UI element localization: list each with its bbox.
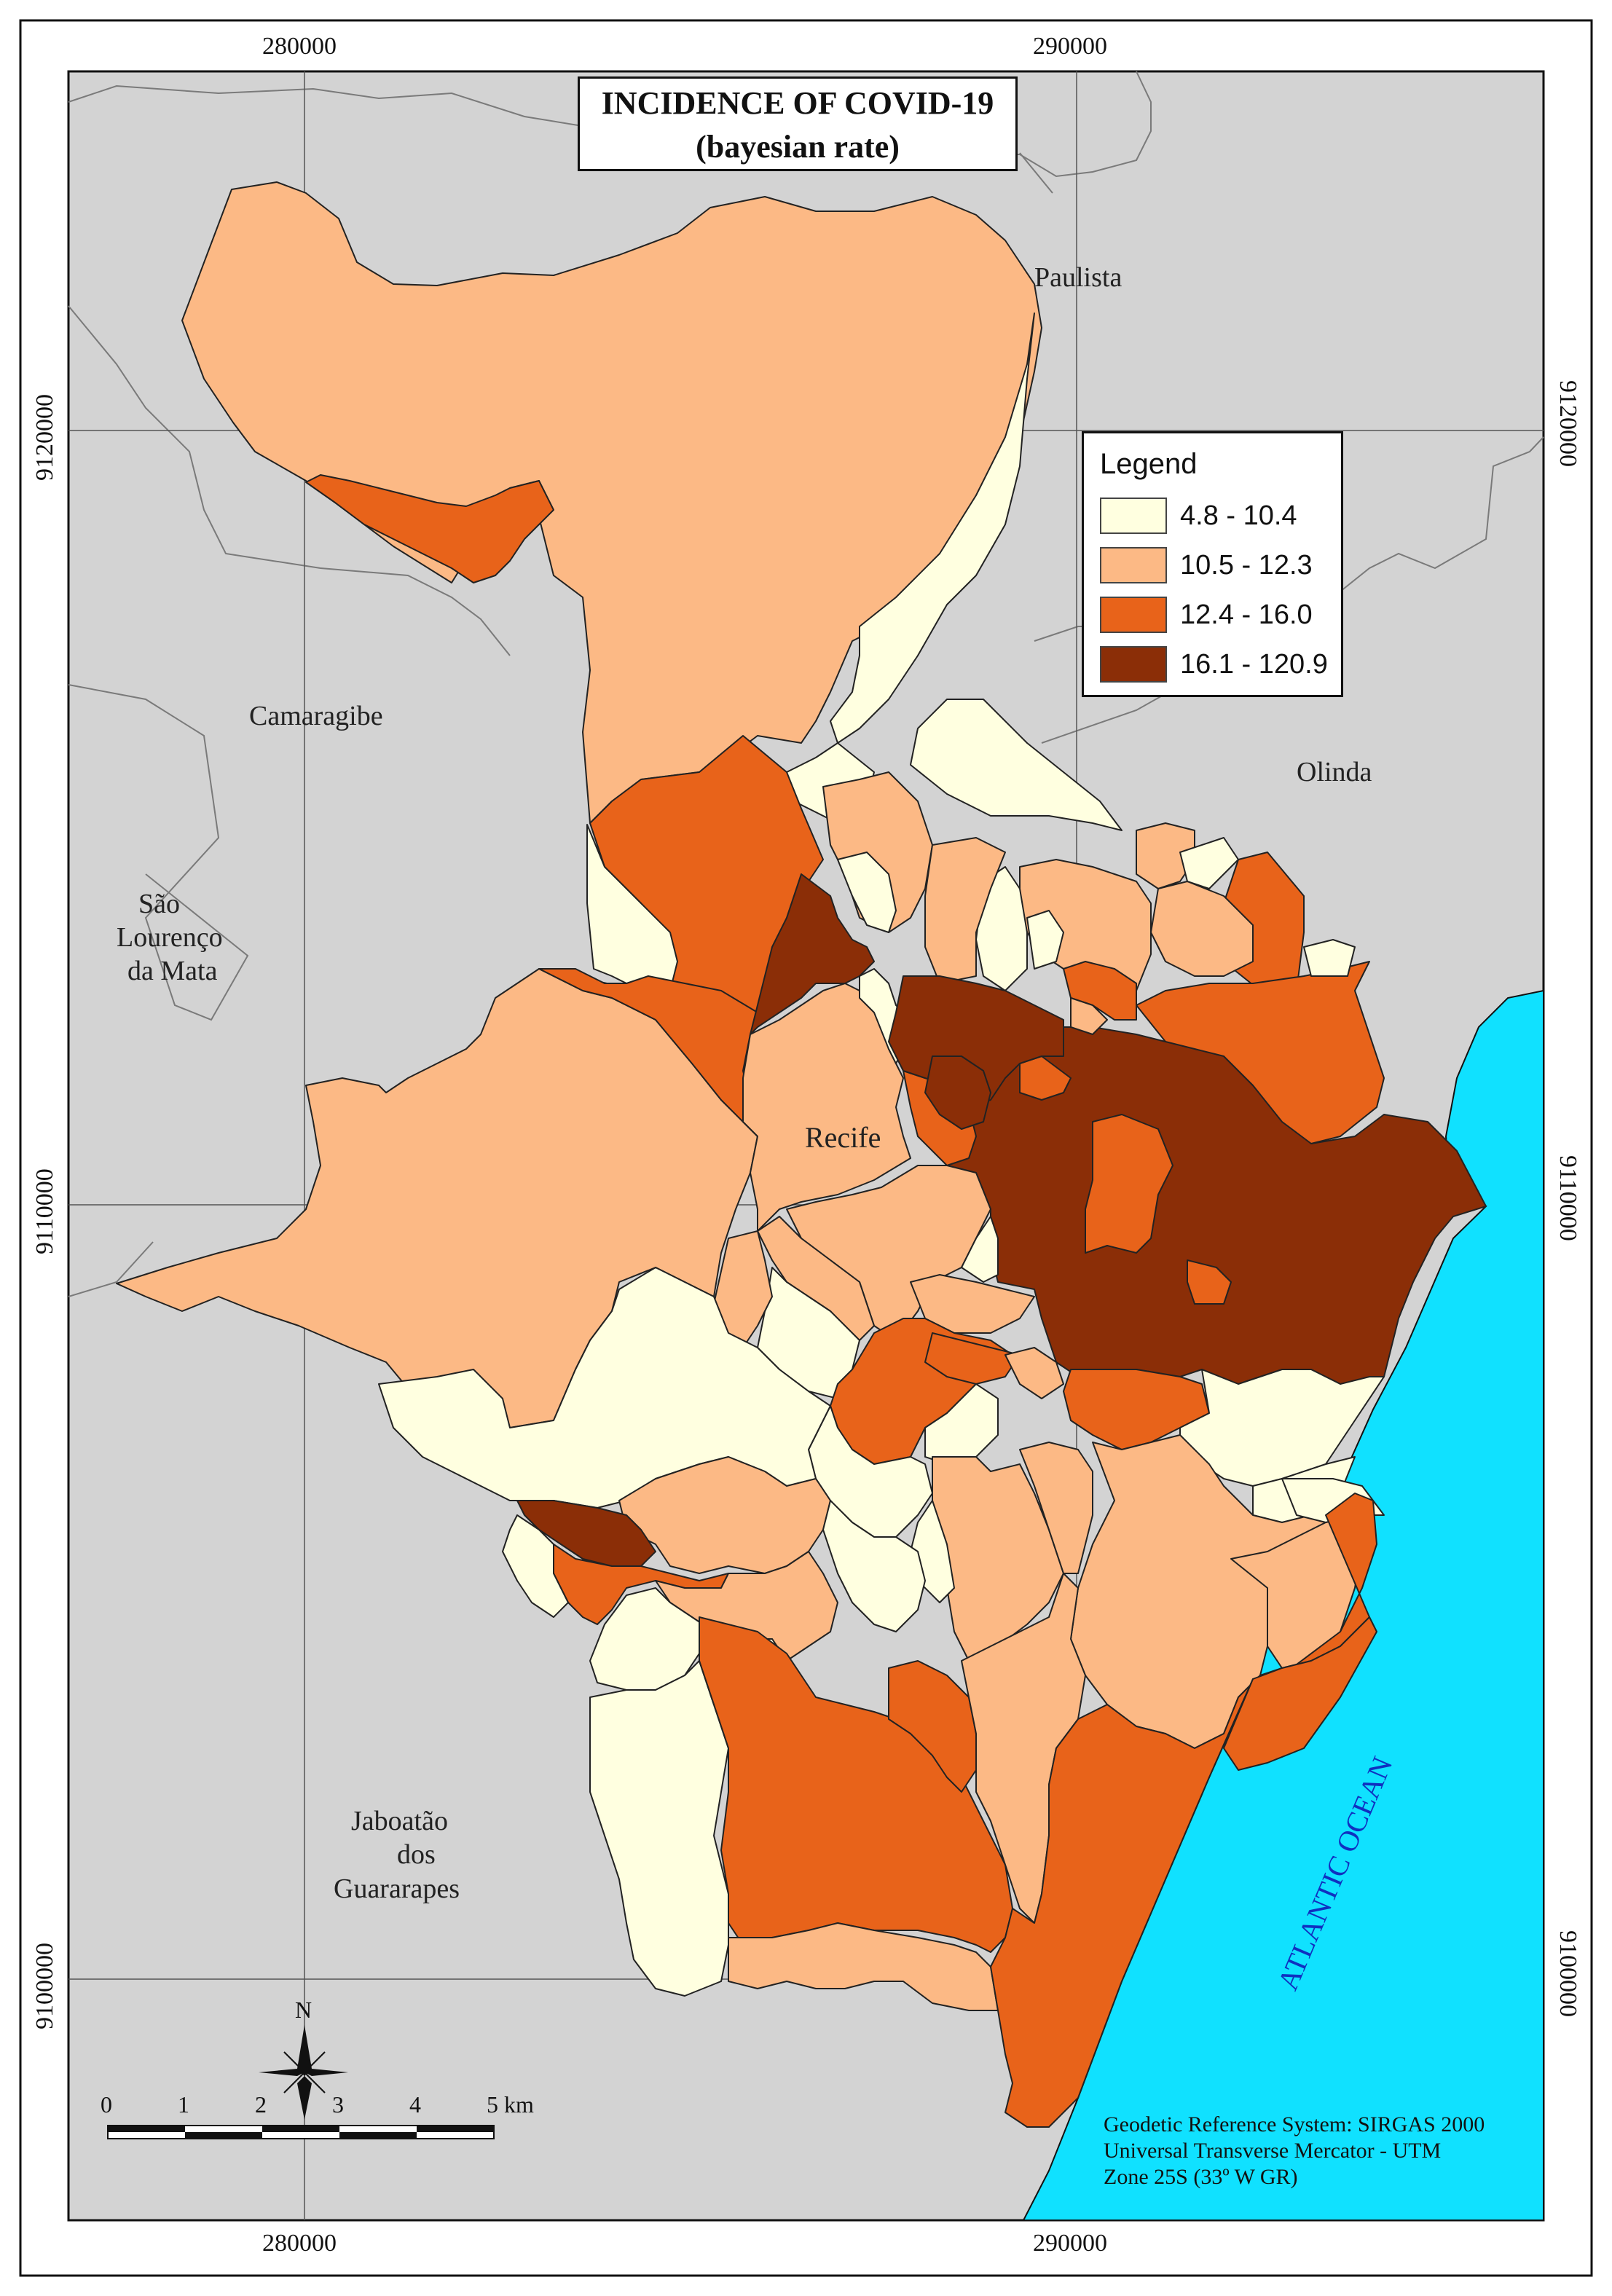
coord-bottom-290000: 290000 [1033,2230,1107,2257]
region-n-core-12 [1070,997,1108,1035]
region-se-coastal-orange-2 [1223,1616,1377,1771]
region-sc-8 [924,1332,1021,1385]
legend-swatch-3 [1100,597,1167,633]
region-se-class2-b [1230,1514,1363,1669]
map-title-line1: INCIDENCE OF COVID-19 [601,85,994,121]
scale-tick-3: 3 [332,2091,344,2118]
region-midwest-orange [538,968,758,1137]
north-arrow-needle-w [259,2069,304,2076]
region-n-core-10 [924,837,1006,984]
scale-tick-5: 5 km [487,2091,534,2118]
north-arrow: N [259,1997,348,2120]
region-central-dark-1 [750,873,875,1035]
legend-label-1: 4.8 - 10.4 [1180,500,1297,531]
region-core-dark-2 [924,1055,991,1130]
legend-swatch-4 [1100,646,1167,683]
region-n-core-7 [1026,910,1064,970]
region-se-orange [1063,1369,1210,1450]
region-s-class2-bottom [728,1922,999,2011]
region-core-orange-1 [1085,1114,1173,1254]
north-arrow-needle-n [297,2025,312,2076]
label-sao-lourenco-1: São [138,889,180,919]
label-jaboatao-3: Guararapes [334,1874,460,1904]
north-arrow-needle-e [304,2069,348,2076]
region-n-core-3 [1150,881,1254,977]
reference-line-3: Zone 25S (33º W GR) [1104,2165,1298,2189]
map-title: INCIDENCE OF COVID-19 (bayesian rate) [578,76,1018,171]
region-s-orange-2 [888,1660,977,1793]
region-n-core-6 [975,866,1028,991]
region-lc-yellow-2 [822,1500,926,1632]
region-sc-9 [1004,1347,1064,1399]
legend-label-4: 16.1 - 120.9 [1180,649,1328,680]
legend-label-3: 12.4 - 16.0 [1180,599,1313,630]
label-jaboatao-2: dos [397,1839,436,1870]
region-lc-class2 [618,1456,831,1574]
region-central-recife [742,983,911,1232]
region-n-core-4 [1179,837,1239,889]
region-s-big-orange [699,1616,1013,1953]
coord-left-9110000: 9110000 [31,1168,58,1254]
north-arrow-needle-s [297,2076,312,2120]
neighbourhood-polygons [116,181,1487,2128]
legend-swatch-2 [1100,547,1167,583]
region-north-orange [305,474,554,583]
coord-left-9100000: 9100000 [31,1943,58,2029]
label-jaboatao-1: Jaboatão [351,1806,448,1836]
north-arrow-label: N [295,1997,312,2023]
region-s-4 [1019,1442,1093,1574]
coord-top-290000: 290000 [1033,33,1107,60]
coord-left-9120000: 9120000 [31,394,58,481]
reference-line-2: Universal Transverse Mercator - UTM [1104,2139,1441,2163]
label-recife: Recife [805,1121,881,1154]
region-northeast-2 [910,699,1122,831]
coord-right-9120000: 9120000 [1554,380,1581,467]
legend-swatch-1 [1100,498,1167,534]
map-title-line2: (bayesian rate) [696,129,900,165]
region-northeast-1 [830,312,1035,744]
region-sc-3 [757,1216,875,1341]
scale-bar: 0 1 2 3 4 5 km [101,2091,534,2139]
legend: Legend 4.8 - 10.4 10.5 - 12.3 12.4 - 16.… [1082,431,1343,697]
region-core-orange-2 [1187,1259,1232,1305]
label-paulista: Paulista [1034,262,1122,293]
coord-right-9100000: 9100000 [1554,1930,1581,2017]
scale-tick-1: 1 [178,2091,189,2118]
scale-tick-4: 4 [409,2091,421,2118]
reference-line-1: Geodetic Reference System: SIRGAS 2000 [1104,2112,1485,2136]
label-sao-lourenco-2: Lourenço [117,922,223,953]
region-ne-orange-2 [1136,961,1385,1144]
coord-right-9110000: 9110000 [1554,1155,1581,1241]
region-se-coastal-orange [990,1493,1377,2128]
scale-tick-0: 0 [101,2091,112,2118]
region-n-core-9 [837,852,897,933]
legend-title: Legend [1100,448,1198,480]
region-sw-yellow-small [502,1514,569,1618]
label-camaragibe: Camaragibe [249,701,383,731]
region-sc-2 [961,1216,999,1283]
coord-bottom-280000: 280000 [262,2230,337,2257]
label-sao-lourenco-3: da Mata [127,956,218,986]
label-olinda: Olinda [1297,757,1372,787]
scale-tick-2: 2 [255,2091,267,2118]
legend-label-2: 10.5 - 12.3 [1180,550,1313,581]
coord-top-280000: 280000 [262,33,337,60]
region-n-core-5 [1303,939,1356,977]
